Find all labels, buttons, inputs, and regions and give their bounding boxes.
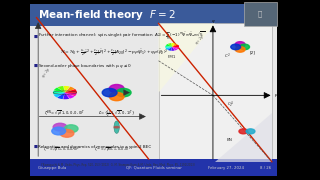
Text: ■: ■ [34,145,38,149]
Wedge shape [172,45,179,47]
Text: Y. Kawaguchi & M. Ueda, Phys. Rep. 520, 253 (2012)  G. M. Stamper-Kurn & M. Ueda: Y. Kawaguchi & M. Ueda, Phys. Rep. 520, … [40,163,195,167]
Wedge shape [166,44,172,47]
Text: FM1: FM1 [168,55,176,59]
Wedge shape [172,45,179,47]
Text: Mean-field theory  $F = 2$: Mean-field theory $F = 2$ [38,8,175,22]
Circle shape [240,44,250,50]
Text: $\zeta^{FM}=\sqrt{\rho}(1,0,0,0,0)^T$: $\zeta^{FM}=\sqrt{\rho}(1,0,0,0,0)^T$ [43,146,80,154]
Circle shape [109,92,124,101]
Circle shape [235,47,245,52]
Wedge shape [171,47,175,51]
Ellipse shape [113,126,120,129]
Circle shape [53,123,67,131]
Polygon shape [215,113,272,162]
Wedge shape [172,44,178,47]
Wedge shape [53,93,65,97]
Wedge shape [54,87,65,93]
Circle shape [246,129,255,134]
Wedge shape [65,89,77,93]
Text: $\zeta^{UN}=\sqrt{\rho}(0,1,0,0,0)^T$: $\zeta^{UN}=\sqrt{\rho}(0,1,0,0,0)^T$ [94,146,132,154]
FancyBboxPatch shape [30,159,277,176]
FancyBboxPatch shape [30,4,277,26]
Wedge shape [58,86,65,93]
FancyBboxPatch shape [30,4,277,176]
Wedge shape [172,43,175,47]
Wedge shape [53,91,65,94]
Text: $q=2p$: $q=2p$ [40,65,53,80]
Text: $\mathcal{C} = \{\frac{1}{2}(1,\sqrt{2},0,1)^T\}$: $\mathcal{C} = \{\frac{1}{2}(1,\sqrt{2},… [98,109,135,119]
Wedge shape [168,47,172,51]
Text: [2]: [2] [250,51,256,55]
Wedge shape [165,46,172,48]
Text: Relaxation and dynamics of monopoles in a spin-2 BEC: Relaxation and dynamics of monopoles in … [38,145,151,149]
Circle shape [64,125,78,132]
FancyBboxPatch shape [244,2,277,26]
FancyBboxPatch shape [158,23,272,162]
Circle shape [116,88,131,97]
Circle shape [231,44,241,50]
Wedge shape [172,47,179,49]
Wedge shape [172,47,178,50]
Text: $\zeta^{BN}=\sqrt{\rho}(1,0,0,0,0)^T$: $\zeta^{BN}=\sqrt{\rho}(1,0,0,0,0)^T$ [44,109,86,118]
Circle shape [52,127,66,135]
Circle shape [60,129,74,137]
Text: ■: ■ [34,64,38,68]
Circle shape [102,88,117,97]
Wedge shape [65,87,75,93]
Text: $\mathcal{H} = \mathcal{H}_0 + \frac{c_0}{2}\hat{\rho}^2 + \frac{c_2}{2}|\hat{F}: $\mathcal{H} = \mathcal{H}_0 + \frac{c_0… [60,47,168,58]
Wedge shape [165,47,172,50]
Ellipse shape [114,121,119,133]
Wedge shape [168,43,172,47]
Circle shape [235,42,245,47]
Wedge shape [64,86,70,93]
Text: $C^4_2$: $C^4_2$ [227,100,233,110]
Wedge shape [57,93,65,99]
Wedge shape [65,93,75,99]
Text: $p$: $p$ [275,92,279,99]
Wedge shape [63,93,69,99]
Text: 👤: 👤 [258,11,262,17]
Text: February 27, 2024: February 27, 2024 [208,166,244,170]
Polygon shape [158,23,215,162]
Text: BN: BN [227,138,232,142]
Text: Giuseppe Bula: Giuseppe Bula [38,166,66,170]
Text: QF: Quantum Fluids seminar: QF: Quantum Fluids seminar [126,166,181,170]
Wedge shape [65,89,77,93]
Text: ■: ■ [34,35,38,39]
Text: $q$: $q$ [211,18,215,25]
Text: Second-order phase boundaries with $p, q \neq 0$: Second-order phase boundaries with $p, q… [38,62,132,70]
Text: Further interaction channel: spin-singlet pair formation  $A_{20} = \sum_m(-1)^m: Further interaction channel: spin-single… [38,31,205,42]
Wedge shape [65,93,77,96]
Text: 8 / 26: 8 / 26 [260,166,271,170]
Circle shape [239,129,248,134]
Circle shape [109,84,124,93]
Text: $C^2$: $C^2$ [224,52,231,61]
Text: $q=2p$: $q=2p$ [193,33,206,47]
